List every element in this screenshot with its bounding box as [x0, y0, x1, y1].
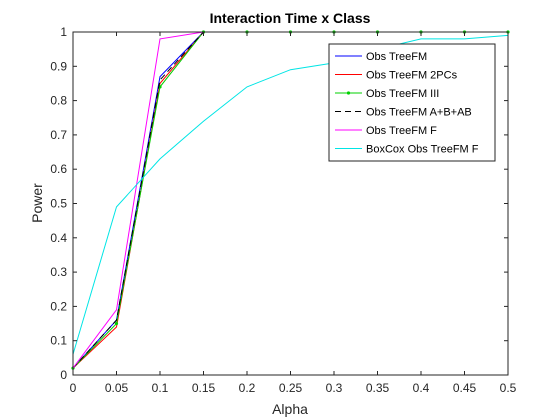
legend: Obs TreeFM Obs TreeFM 2PCs Obs TreeFM III O…	[328, 43, 496, 162]
y-tick-label: 0.2	[50, 299, 67, 313]
x-axis-label: Alpha	[272, 401, 308, 417]
y-tick-label: 1	[60, 25, 67, 39]
y-tick-label: 0.6	[50, 162, 67, 176]
series-line-boxcox-obs-treefm-f	[72, 34, 509, 355]
legend-swatch-point	[346, 91, 351, 95]
x-tick-label: 0.5	[500, 381, 517, 395]
legend-label-boxcox-obs-treefm-f: BoxCox Obs TreeFM F	[366, 144, 479, 156]
y-tick-label: 0	[60, 368, 67, 382]
x-tick-label: 0.3	[326, 381, 343, 395]
x-tick-label: 0.15	[192, 381, 216, 395]
x-tick-label: 0	[70, 381, 77, 395]
x-tick-label: 0.05	[105, 381, 129, 395]
x-tick-label: 0.25	[279, 381, 303, 395]
legend-label-obs-treefm-2pcs: Obs TreeFM 2PCs	[366, 70, 458, 82]
y-tick-label: 0.3	[50, 265, 67, 279]
legend-label-obs-treefm-iii: Obs TreeFM III	[366, 88, 439, 100]
x-tick-label: 0.2	[239, 381, 256, 395]
y-tick-label: 0.8	[50, 94, 67, 108]
y-axis-label: Power	[29, 183, 45, 223]
y-tick-label: 0.7	[50, 128, 67, 142]
chart-title: Interaction Time x Class	[210, 10, 371, 26]
legend-label-obs-treefm-a-b-ab: Obs TreeFM A+B+AB	[366, 107, 472, 119]
x-tick-label: 0.1	[152, 381, 169, 395]
legend-label-obs-treefm-f: Obs TreeFM F	[366, 125, 437, 137]
legend-label-obs-treefm: Obs TreeFM	[366, 51, 427, 63]
x-tick-label: 0.35	[366, 381, 390, 395]
y-tick-label: 0.1	[50, 334, 67, 348]
y-tick-label: 0.5	[50, 197, 67, 211]
y-tick-label: 0.4	[50, 231, 67, 245]
x-tick-label: 0.45	[453, 381, 477, 395]
axes-layer: 0 0.05 0.1 0.15 0.2 0.25 0.3 0.35 0.4 0.45 0.5 0 0.1…	[50, 25, 516, 395]
legend-box	[328, 43, 496, 162]
x-tick-label: 0.4	[413, 381, 430, 395]
y-tick-label: 0.9	[50, 59, 67, 73]
series-point-obs-treefm-iii	[114, 321, 119, 326]
